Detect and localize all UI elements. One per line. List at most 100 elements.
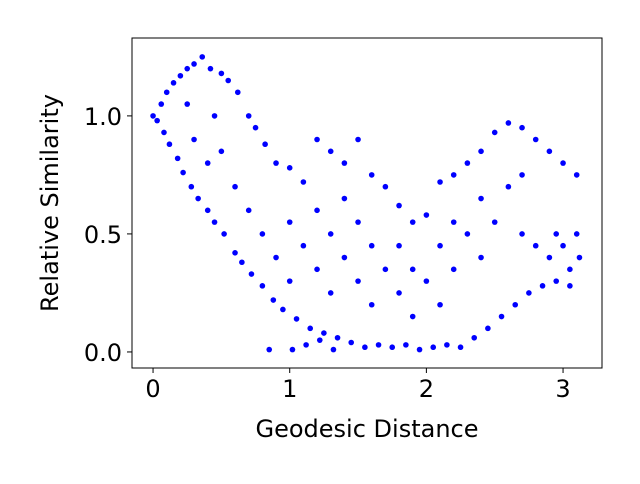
point — [409, 219, 416, 225]
point — [341, 160, 348, 166]
point — [362, 344, 368, 351]
point — [382, 266, 389, 273]
point — [286, 278, 293, 284]
point — [409, 313, 416, 320]
point — [163, 89, 170, 96]
point — [355, 278, 361, 284]
point — [423, 278, 430, 284]
point — [348, 339, 355, 346]
point — [341, 195, 348, 202]
point — [177, 72, 184, 79]
point — [154, 117, 160, 124]
point — [248, 271, 255, 277]
point — [232, 250, 238, 256]
point — [239, 259, 245, 266]
point — [195, 195, 201, 202]
point — [232, 183, 238, 190]
point — [464, 160, 471, 166]
y-tick-label: 0.5 — [84, 221, 122, 249]
point — [218, 148, 225, 155]
point — [485, 325, 491, 332]
point — [327, 148, 334, 155]
point — [180, 169, 186, 176]
point — [553, 231, 560, 237]
point — [437, 179, 443, 185]
point — [553, 278, 560, 284]
x-tick-label: 1 — [282, 375, 297, 403]
point — [505, 183, 512, 190]
point — [519, 172, 525, 178]
point — [262, 141, 268, 148]
point — [546, 148, 553, 155]
point — [270, 297, 277, 303]
point — [327, 231, 334, 237]
point — [450, 219, 457, 225]
point — [546, 254, 553, 261]
point — [532, 136, 539, 143]
point — [532, 242, 539, 249]
point — [204, 207, 211, 214]
point — [211, 113, 218, 119]
y-axis-label: Relative Similarity — [36, 94, 64, 312]
point — [245, 207, 252, 214]
point — [567, 283, 573, 289]
point — [225, 77, 232, 84]
point — [389, 344, 396, 351]
point — [307, 325, 314, 332]
x-tick-label: 2 — [419, 375, 434, 403]
point — [471, 334, 478, 341]
y-tick-label: 0.0 — [84, 339, 122, 367]
point — [289, 346, 296, 353]
point — [573, 172, 580, 178]
point — [300, 179, 307, 185]
point — [526, 290, 532, 296]
point — [478, 195, 484, 202]
point — [409, 266, 416, 273]
point — [204, 160, 211, 166]
point — [396, 242, 402, 249]
point — [174, 155, 181, 162]
point — [259, 283, 266, 289]
point — [560, 160, 566, 166]
point — [293, 316, 300, 322]
point — [314, 266, 320, 273]
point — [382, 183, 389, 190]
point — [491, 129, 498, 136]
point — [368, 172, 375, 178]
point — [188, 183, 195, 190]
point — [478, 148, 484, 155]
point — [341, 254, 348, 261]
point — [416, 346, 423, 353]
point — [355, 219, 361, 225]
point — [184, 101, 191, 107]
point — [327, 290, 334, 296]
point — [403, 342, 409, 348]
point — [330, 346, 337, 353]
point — [321, 330, 327, 336]
point — [218, 70, 225, 77]
point — [158, 101, 165, 107]
point — [491, 219, 498, 225]
point — [560, 242, 566, 249]
point — [375, 342, 382, 348]
point — [539, 283, 546, 289]
x-axis-label: Geodesic Distance — [256, 415, 479, 443]
point — [273, 160, 279, 166]
point — [334, 334, 341, 341]
point — [355, 136, 361, 143]
x-tick-label: 0 — [145, 375, 160, 403]
point — [437, 242, 443, 249]
point — [280, 306, 286, 313]
point — [573, 231, 580, 237]
point — [303, 342, 309, 348]
point — [286, 219, 293, 225]
point — [314, 136, 320, 143]
point — [259, 231, 266, 237]
point — [478, 254, 484, 261]
point — [170, 80, 177, 86]
point — [207, 65, 214, 72]
point — [252, 124, 259, 131]
point — [273, 254, 279, 261]
point — [576, 254, 583, 261]
